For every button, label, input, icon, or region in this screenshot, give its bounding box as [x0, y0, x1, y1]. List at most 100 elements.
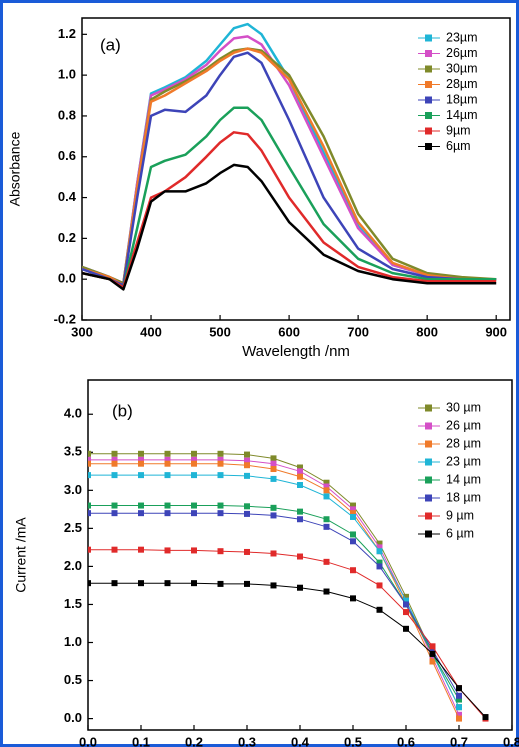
data-point: [164, 547, 171, 554]
legend-label: 26µm: [446, 46, 478, 60]
legend-marker: [425, 422, 432, 430]
data-point: [403, 601, 409, 608]
data-point: [164, 472, 171, 479]
data-point: [297, 468, 303, 475]
x-tick-label: 0.3: [238, 734, 256, 747]
x-tick-label: 400: [140, 324, 162, 339]
data-point: [111, 460, 118, 467]
data-point: [138, 472, 144, 479]
data-point: [138, 456, 144, 463]
data-point: [350, 538, 356, 545]
data-point: [376, 606, 383, 613]
data-point: [456, 711, 462, 718]
data-point: [376, 544, 383, 551]
plot-area: [88, 450, 489, 722]
data-point: [164, 460, 171, 467]
data-point: [350, 531, 356, 538]
legend-label: 30µm: [446, 61, 478, 75]
data-point: [403, 609, 409, 616]
data-point: [138, 546, 144, 553]
data-point: [429, 647, 436, 654]
series-line: [82, 163, 497, 291]
series-line: [82, 106, 497, 289]
data-point: [164, 502, 171, 509]
data-point: [270, 475, 277, 482]
data-point: [456, 692, 462, 699]
data-point: [191, 450, 197, 457]
data-point: [138, 510, 144, 517]
data-point: [88, 472, 91, 479]
x-tick-label: 0.2: [185, 734, 203, 747]
data-point: [244, 503, 250, 510]
data-point: [191, 547, 197, 554]
x-axis-label: Wavelength /nm: [242, 343, 350, 360]
data-point: [403, 625, 409, 632]
panel-label: (a): [100, 35, 121, 54]
data-point: [217, 510, 224, 517]
data-point: [323, 588, 330, 595]
data-point: [244, 457, 250, 464]
legend-marker: [425, 143, 432, 150]
y-tick-label: 0.5: [64, 672, 82, 687]
y-tick-label: 2.5: [64, 520, 82, 535]
x-tick-label: 300: [71, 324, 93, 339]
series-line: [82, 47, 497, 287]
data-point: [244, 580, 250, 587]
x-tick-label: 0.8: [503, 734, 519, 747]
data-point: [350, 506, 356, 513]
y-tick-label: 0.4: [58, 189, 77, 204]
data-point: [88, 456, 91, 463]
legend-marker: [425, 530, 432, 538]
data-point: [191, 460, 197, 467]
data-point: [191, 580, 197, 587]
y-axis-label: Current /mA: [13, 517, 29, 593]
data-point: [88, 510, 91, 517]
y-tick-label: 3.5: [64, 444, 82, 459]
y-tick-label: 2.0: [64, 558, 82, 573]
data-point: [138, 450, 144, 457]
legend-label: 30 µm: [446, 400, 481, 414]
plot-frame: [81, 17, 511, 321]
data-point: [270, 512, 277, 519]
data-point: [88, 450, 91, 457]
data-point: [111, 450, 118, 457]
data-point: [164, 450, 171, 457]
legend-label: 28µm: [446, 77, 478, 91]
data-point: [270, 504, 277, 511]
series-line: [88, 582, 486, 718]
legend-label: 23 µm: [446, 454, 481, 468]
y-tick-label: 1.5: [64, 596, 82, 611]
data-point: [456, 715, 462, 722]
data-point: [403, 597, 409, 604]
y-tick-label: 0.8: [58, 107, 76, 122]
legend-label: 14µm: [446, 108, 478, 122]
data-point: [456, 704, 462, 711]
x-tick-label: 0.0: [79, 734, 97, 747]
data-point: [297, 508, 303, 515]
legend-marker: [425, 476, 432, 484]
y-tick-label: 0.2: [58, 230, 76, 245]
data-point: [217, 580, 224, 587]
data-point: [244, 462, 250, 469]
legend-label: 6 µm: [446, 526, 474, 540]
data-point: [217, 502, 224, 509]
data-point: [270, 455, 277, 462]
legend-marker: [425, 404, 432, 412]
data-point: [270, 466, 277, 473]
x-tick-label: 0.1: [132, 734, 150, 747]
y-tick-label: 3.0: [64, 482, 82, 497]
data-point: [297, 482, 303, 488]
data-point: [138, 580, 144, 587]
legend-marker: [425, 50, 432, 57]
data-point: [429, 650, 436, 657]
x-tick-label: 0.7: [450, 734, 468, 747]
x-tick-label: 600: [278, 324, 300, 339]
data-point: [244, 451, 250, 458]
legend-label: 18 µm: [446, 490, 481, 504]
data-point: [323, 483, 330, 490]
data-point: [376, 582, 383, 589]
x-tick-label: 800: [416, 324, 438, 339]
data-point: [270, 550, 277, 557]
data-point: [270, 460, 277, 467]
